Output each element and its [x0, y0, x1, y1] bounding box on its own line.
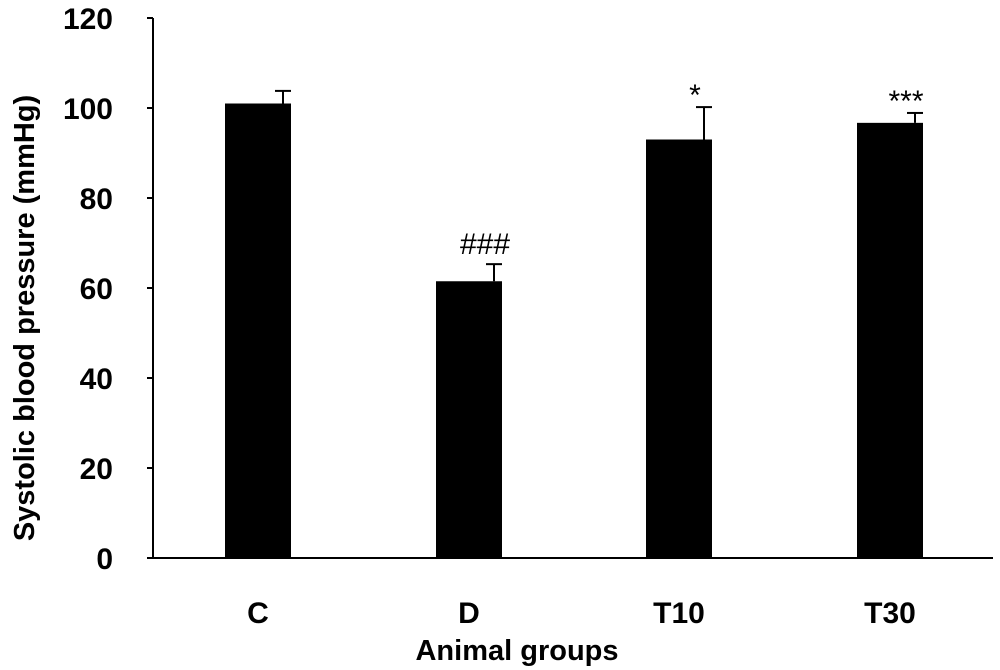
significance-annotation: ***: [888, 85, 923, 118]
x-tick-label: T10: [653, 597, 705, 630]
y-tick-label: 0: [96, 543, 113, 576]
bars-group: [225, 103, 923, 558]
annotations-group: ###* ***: [460, 79, 924, 261]
y-tick-label: 100: [63, 93, 113, 126]
y-axis-title: Systolic blood pressure (mmHg): [9, 95, 41, 541]
x-axis: C D T10 T30: [153, 557, 993, 630]
y-tick-label: 120: [63, 3, 113, 36]
y-tick-label: 40: [80, 363, 113, 396]
bar-d: [436, 281, 502, 558]
x-tick-label: C: [247, 597, 269, 630]
x-tick-label: D: [458, 597, 480, 630]
bar-t10: [646, 139, 712, 558]
x-axis-title: Animal groups: [415, 635, 618, 667]
significance-annotation: ###: [460, 228, 510, 261]
error-bars-group: [275, 89, 923, 282]
y-tick-label: 60: [80, 273, 113, 306]
y-tick-label: 20: [80, 453, 113, 486]
bar-c: [225, 103, 291, 558]
y-tick-label: 80: [80, 183, 113, 216]
x-tick-label: T30: [864, 597, 916, 630]
bar-t30: [857, 122, 923, 558]
significance-annotation: *: [689, 79, 701, 112]
y-axis: 0 20 40 60 80 100 120: [63, 3, 154, 576]
